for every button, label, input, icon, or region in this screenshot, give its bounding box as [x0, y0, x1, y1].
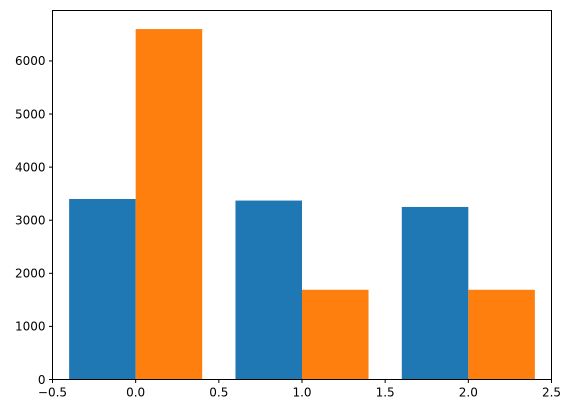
y-tick-label: 3000: [15, 214, 46, 228]
y-tick-label: 2000: [15, 267, 46, 281]
x-tick-label: 0.5: [209, 386, 228, 400]
y-tick-label: 4000: [15, 160, 46, 174]
bars-group: [69, 29, 535, 380]
x-axis: −0.5 0.0 0.5 1.0 1.5 2.0 2.5: [38, 379, 561, 400]
y-tick-label: 5000: [15, 107, 46, 121]
y-tick-label: 0: [38, 373, 46, 387]
x-tick-label: 0.0: [126, 386, 145, 400]
x-tick-label: −0.5: [38, 386, 67, 400]
y-tick-label: 1000: [15, 320, 46, 334]
y-axis: 0 1000 2000 3000 4000 5000 6000: [15, 54, 53, 387]
bar-series2-1: [135, 29, 203, 380]
bar-series1-2: [235, 200, 302, 380]
y-tick-label: 6000: [15, 54, 46, 68]
x-tick-label: 2.5: [542, 386, 561, 400]
x-tick-label: 1.0: [292, 386, 311, 400]
bar-series1-1: [69, 198, 136, 380]
bar-series2-3: [468, 289, 535, 380]
x-tick-label: 2.0: [459, 386, 478, 400]
x-tick-label: 1.5: [376, 386, 395, 400]
bar-series2-2: [302, 289, 369, 380]
bar-series1-3: [401, 206, 469, 380]
